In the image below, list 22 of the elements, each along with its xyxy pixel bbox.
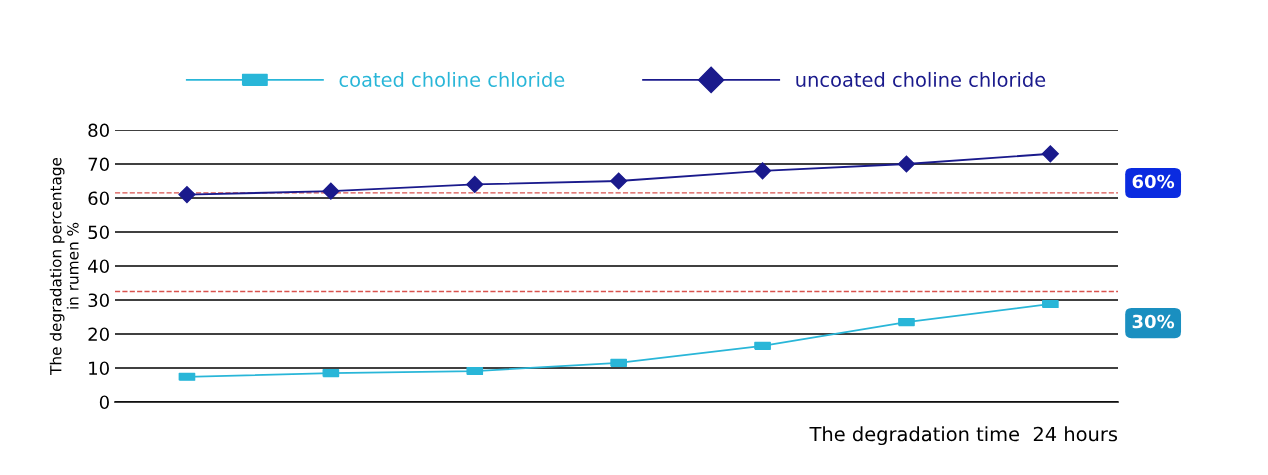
point	[1041, 145, 1059, 163]
y-axis-title: The degradation percentage in rumen %	[49, 157, 79, 375]
y-tick-label: 10	[89, 361, 109, 376]
point	[897, 155, 916, 173]
text: coated choline chloride	[339, 71, 565, 87]
y-tick-label: 80	[88, 123, 109, 138]
y-tick-label: 40	[88, 259, 109, 274]
x-axis-title: The degradation time 24 hours	[809, 426, 1118, 446]
point	[322, 182, 340, 200]
text: 60%	[1132, 174, 1175, 189]
text: uncoated choline chloride	[796, 71, 1046, 87]
point	[754, 162, 772, 180]
y-tick-label: 70	[88, 157, 109, 172]
y-tick-label: 20	[88, 327, 109, 342]
text: 30%	[1132, 314, 1175, 329]
point	[466, 175, 484, 193]
point	[178, 186, 196, 204]
y-tick-label: 0	[99, 395, 109, 410]
point	[610, 172, 628, 190]
y-tick-label: 50	[88, 225, 109, 240]
y-tick-label: 60	[88, 191, 109, 206]
y-tick-label: 30	[88, 293, 109, 308]
